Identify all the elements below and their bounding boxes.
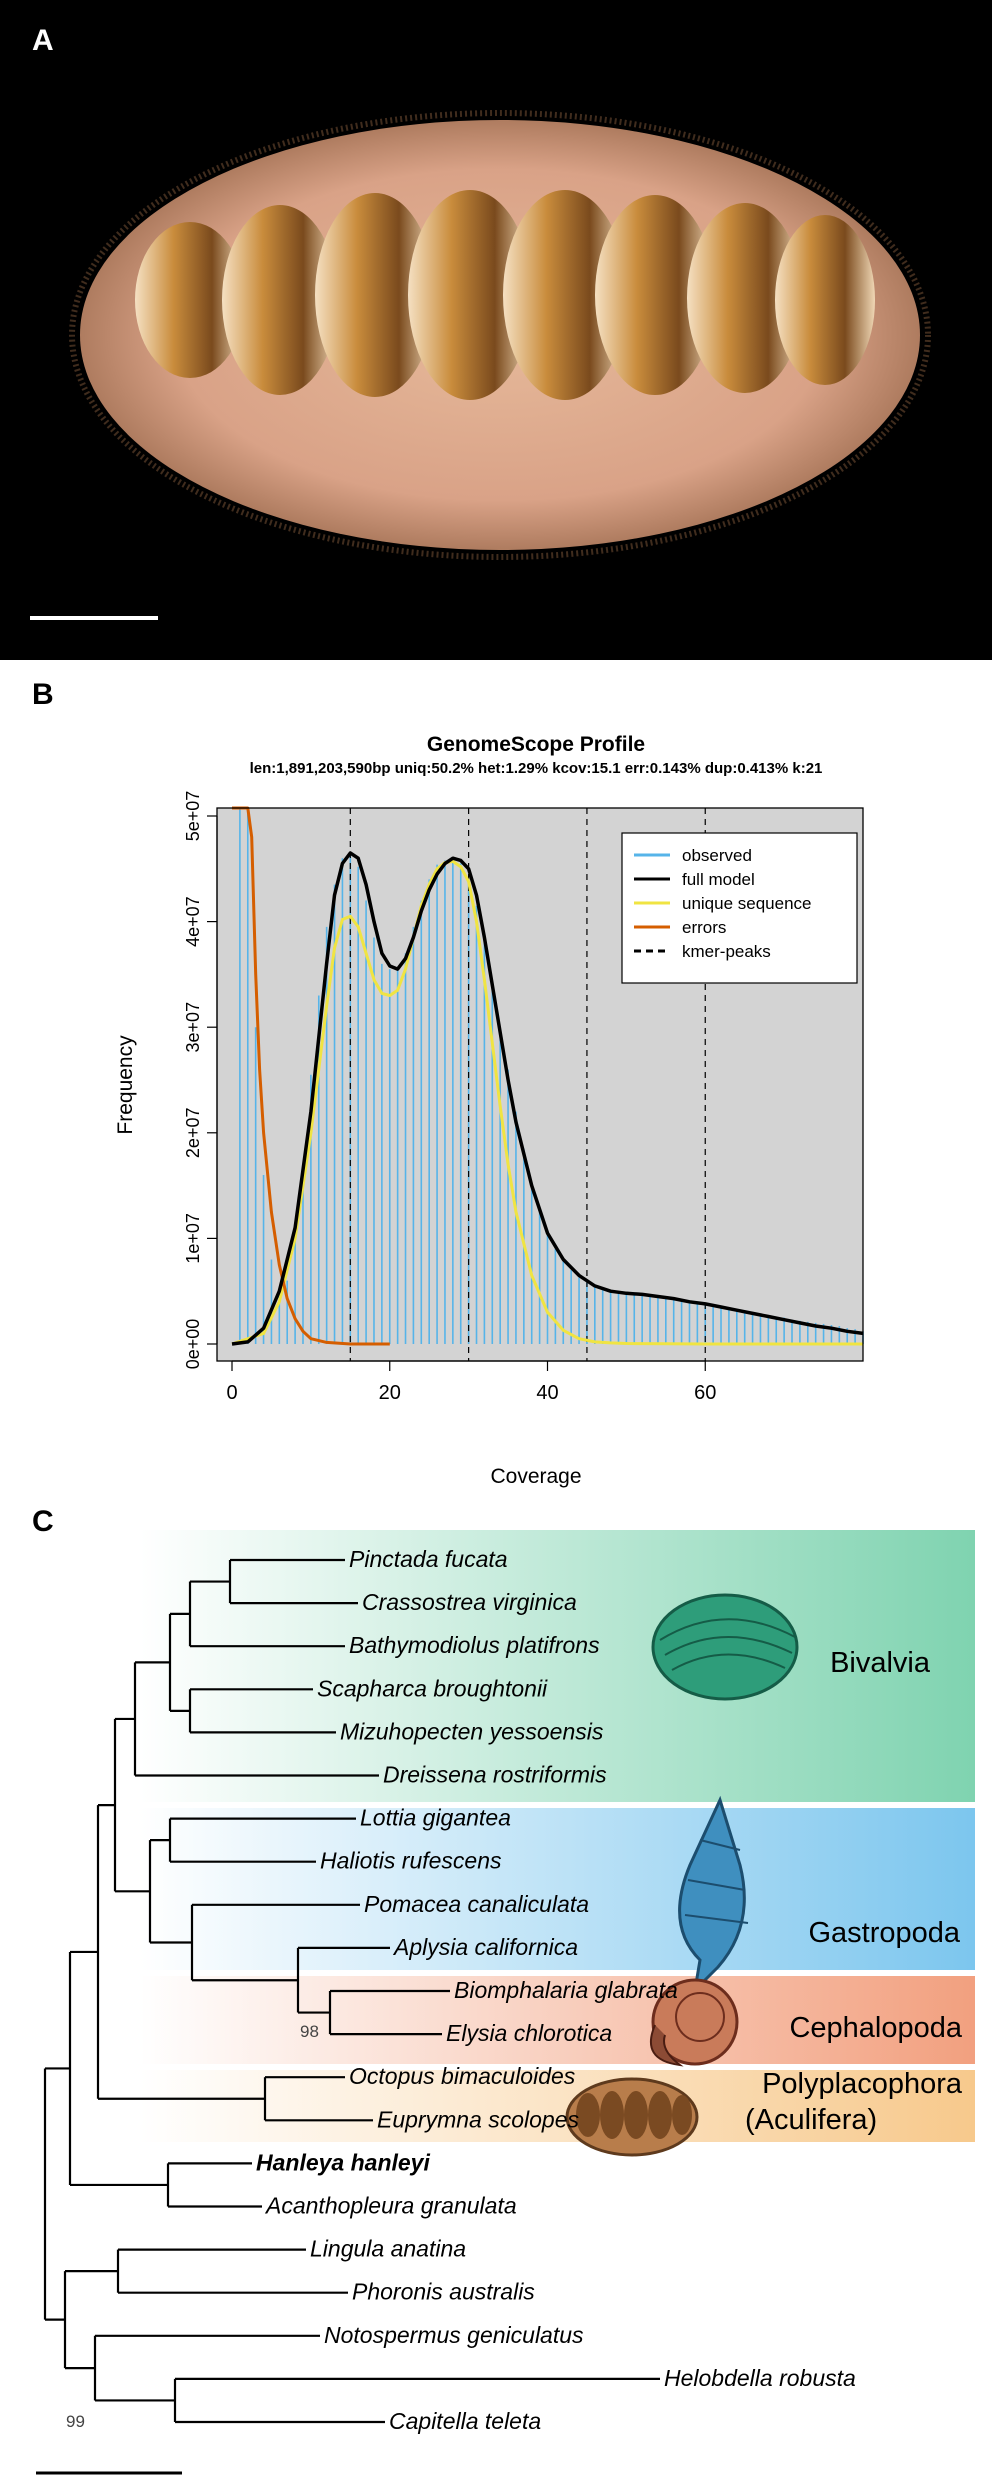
x-axis-label: Coverage xyxy=(490,1465,581,1488)
legend-label: full model xyxy=(682,870,755,889)
phylogenetic-tree: Bivalvia Gastropoda Cephalopoda Polyplac… xyxy=(36,1530,975,2475)
taxon-label: Pomacea canaliculata xyxy=(364,1891,589,1917)
errors-curve xyxy=(232,806,390,1346)
taxon-label: Dreissena rostriformis xyxy=(383,1762,607,1788)
bivalve-shell-illustration xyxy=(651,1593,799,1701)
x-axis: 0 20 40 60 xyxy=(226,1360,716,1404)
chiton-illustration xyxy=(565,2077,699,2157)
clade-label-gastropoda: Gastropoda xyxy=(808,1917,960,1949)
taxon-label: Euprymna scolopes xyxy=(377,2106,579,2132)
taxon-label: Octopus bimaculoides xyxy=(349,2063,576,2089)
taxon-label: Haliotis rufescens xyxy=(320,1848,502,1874)
genomescope-chart: GenomeScope Profile len:1,891,203,590bp … xyxy=(114,733,864,1488)
taxon-label: Elysia chlorotica xyxy=(446,2020,612,2046)
chiton-plates xyxy=(135,190,875,400)
genomescope-panel: B GenomeScope Profile len:1,891,203,590b… xyxy=(0,668,992,1508)
taxon-label: Mizuhopecten yessoensis xyxy=(340,1718,604,1744)
taxon-label: Aplysia californica xyxy=(392,1934,578,1960)
y-tick-label: 5e+07 xyxy=(183,791,203,842)
panel-label-c: C xyxy=(32,1505,54,1538)
full-model-curve xyxy=(231,851,864,1346)
y-axis: 0e+00 1e+07 2e+07 3e+07 4e+07 5e+07 xyxy=(183,791,218,1370)
nautilus-illustration xyxy=(650,1978,739,2067)
taxon-label: Notospermus geniculatus xyxy=(324,2322,584,2348)
polyplacophora-box xyxy=(140,2070,975,2142)
chiton-photo-panel: A xyxy=(0,0,992,660)
taxon-label: Capitella teleta xyxy=(389,2408,541,2434)
taxon-label: Crassostrea virginica xyxy=(362,1589,577,1615)
taxon-label: Bathymodiolus platifrons xyxy=(349,1632,600,1658)
legend-label: kmer-peaks xyxy=(682,942,771,961)
clade-label-aculifera: (Aculifera) xyxy=(745,2104,877,2136)
chiton-photo xyxy=(30,110,931,620)
taxon-labels: Pinctada fucata Crassostrea virginica Bath… xyxy=(256,1546,856,2434)
cephalopoda-box xyxy=(140,1976,975,2064)
taxon-label: Lottia gigantea xyxy=(360,1805,511,1831)
panel-label-b: B xyxy=(32,678,54,711)
y-axis-label: Frequency xyxy=(114,1035,137,1135)
bivalvia-box xyxy=(140,1530,975,1802)
clade-labels: Bivalvia Gastropoda Cephalopoda Polyplac… xyxy=(745,1647,963,2136)
mollusc-illustrations xyxy=(565,1593,799,2157)
taxon-label: Phoronis australis xyxy=(352,2279,535,2305)
y-tick-label: 4e+07 xyxy=(183,896,203,947)
y-tick-label: 3e+07 xyxy=(183,1002,203,1053)
chart-subtitle: len:1,891,203,590bp uniq:50.2% het:1.29%… xyxy=(250,760,823,777)
x-tick-label: 0 xyxy=(226,1382,237,1404)
x-tick-label: 20 xyxy=(379,1382,401,1404)
legend-label: unique sequence xyxy=(682,894,812,913)
legend-label: errors xyxy=(682,918,726,937)
tree-branches xyxy=(43,1558,660,2424)
taxon-label: Lingula anatina xyxy=(310,2236,466,2262)
taxon-label: Scapharca broughtonii xyxy=(317,1675,548,1701)
taxon-label: Hanleya hanleyi xyxy=(256,2149,430,2175)
phylogeny-panel: C Bivalvia xyxy=(0,1505,992,2478)
x-tick-label: 60 xyxy=(694,1382,716,1404)
y-tick-label: 1e+07 xyxy=(183,1213,203,1264)
clade-label-bivalvia: Bivalvia xyxy=(830,1647,931,1679)
y-tick-label: 0e+00 xyxy=(183,1319,203,1370)
chart-legend: observed full model unique sequence errors k… xyxy=(621,832,858,984)
taxon-label: Pinctada fucata xyxy=(349,1546,508,1572)
chart-title: GenomeScope Profile xyxy=(427,733,645,756)
model-curves xyxy=(231,806,864,1346)
clade-label-polyplacophora: Polyplacophora xyxy=(762,2068,963,2100)
clade-boxes xyxy=(140,1530,975,2142)
taxon-label: Acanthopleura granulata xyxy=(264,2193,517,2219)
bootstrap-label-98: 98 xyxy=(300,2022,319,2041)
gastropoda-box xyxy=(140,1808,975,1970)
legend-label: observed xyxy=(682,846,752,865)
panel-label-a: A xyxy=(32,24,54,57)
taxon-label: Biomphalaria glabrata xyxy=(454,1977,678,2003)
y-tick-label: 2e+07 xyxy=(183,1108,203,1159)
bootstrap-label-99: 99 xyxy=(66,2412,85,2431)
taxon-label: Helobdella robusta xyxy=(664,2365,856,2391)
x-tick-label: 40 xyxy=(536,1382,558,1404)
legend-box xyxy=(621,832,858,984)
clade-label-cephalopoda: Cephalopoda xyxy=(789,2012,962,2044)
